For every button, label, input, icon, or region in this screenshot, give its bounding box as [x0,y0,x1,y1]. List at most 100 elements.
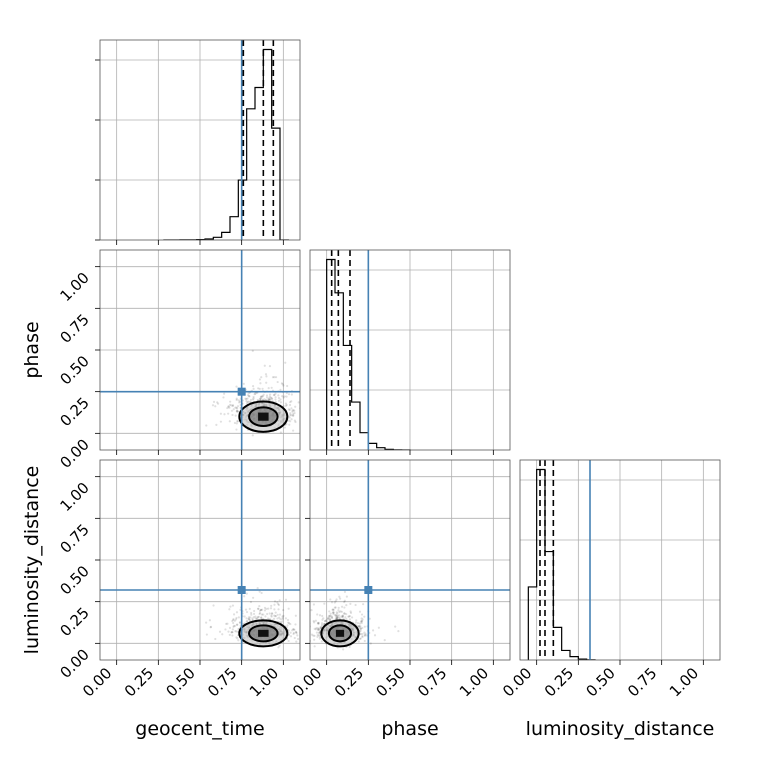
scatter-point [280,382,284,385]
scatter-point [252,387,255,390]
scatter-point [236,637,239,640]
scatter-point [359,627,362,630]
scatter-point [237,399,240,402]
scatter-point [212,400,216,403]
density-peak [335,629,345,637]
scatter-point [231,628,234,631]
scatter-point [287,639,290,643]
scatter-point [278,644,281,647]
scatter-point [268,398,271,401]
grid [100,40,300,240]
scatter-point [261,398,265,401]
scatter-point [247,617,250,620]
scatter-point [231,404,235,407]
scatter-point [343,606,346,609]
scatter-point [248,607,251,610]
scatter-point [267,398,271,401]
scatter-point [284,598,288,601]
scatter-point [231,631,234,634]
scatter-point [281,394,284,398]
scatter-point [281,618,284,621]
scatter-point [317,622,320,626]
panel-phase-vs-luminosity_distance: 0.00 0.25 0.50 0.75 1.00 [289,459,511,700]
scatter-point [340,605,344,608]
scatter-point [363,625,366,628]
x-tick-label: 0.75 [204,664,240,700]
scatter-point [359,627,362,630]
scatter-point [260,613,264,616]
scatter-point [253,609,256,613]
scatter-point [338,616,341,619]
scatter-point [229,605,232,608]
scatter-point [242,382,245,385]
contour-inner [248,624,279,643]
scatter-point [268,393,272,396]
scatter-point [358,625,361,628]
scatter-point [234,618,238,621]
scatter-point [218,630,222,633]
scatter-point [316,613,319,616]
scatter-point [250,613,253,616]
scatter-point [256,615,260,619]
scatter-point [277,646,280,649]
y-tick-label: 0.00 [56,435,92,471]
scatter-point [354,621,358,624]
scatter-point [267,397,270,400]
scatter-point [359,620,363,623]
contour-outer [238,400,289,433]
scatter-point [362,603,365,606]
scatter-point [281,615,284,618]
scatter-point [300,636,302,638]
scatter-point [278,613,282,616]
scatter-point [288,622,291,625]
x-tick-label: 0.75 [624,664,660,700]
scatter-point [341,615,344,618]
scatter-point [271,376,275,379]
x-axis-label: luminosity_distance [526,718,715,740]
scatter-point [279,388,282,391]
panel-phase-histogram [309,249,511,455]
scatter-point [252,612,256,616]
scatter-point [292,628,295,631]
scatter-point [230,630,233,634]
scatter-point [270,614,273,617]
scatter-point [289,631,292,634]
scatter-point [359,637,362,640]
scatter-point [252,397,255,400]
scatter-point [293,411,296,415]
scatter-point [292,628,295,631]
scatter-point [328,618,332,621]
scatter-point [331,611,335,614]
scatter-point [336,616,339,619]
scatter-point [334,617,338,620]
histogram-steps [527,468,596,660]
scatter-point [314,619,317,622]
scatter-point [251,384,255,388]
scatter-point [269,396,272,399]
scatter-point [277,396,281,400]
scatter-point [235,410,238,413]
scatter-point [235,623,239,626]
scatter-point [344,616,347,619]
scatter-point [363,631,366,634]
panel-body [100,250,300,450]
scatter-point [348,645,351,648]
scatter-point [360,617,363,620]
scatter-point [290,393,293,396]
scatter-point [343,599,346,602]
scatter-point [261,394,264,398]
x-tick-label: 0.50 [162,664,198,700]
scatter-point [331,617,334,620]
scatter-point [228,626,232,629]
scatter-point [263,364,266,367]
scatter-point [258,387,261,391]
scatter-point [274,398,277,401]
scatter-point [259,395,262,399]
scatter-point [361,626,364,630]
x-tick-label: 0.50 [372,664,408,700]
scatter-point [258,378,262,381]
scatter-point [257,607,260,610]
scatter-point [314,628,317,631]
scatter-point [349,611,353,614]
scatter-point [273,603,276,606]
